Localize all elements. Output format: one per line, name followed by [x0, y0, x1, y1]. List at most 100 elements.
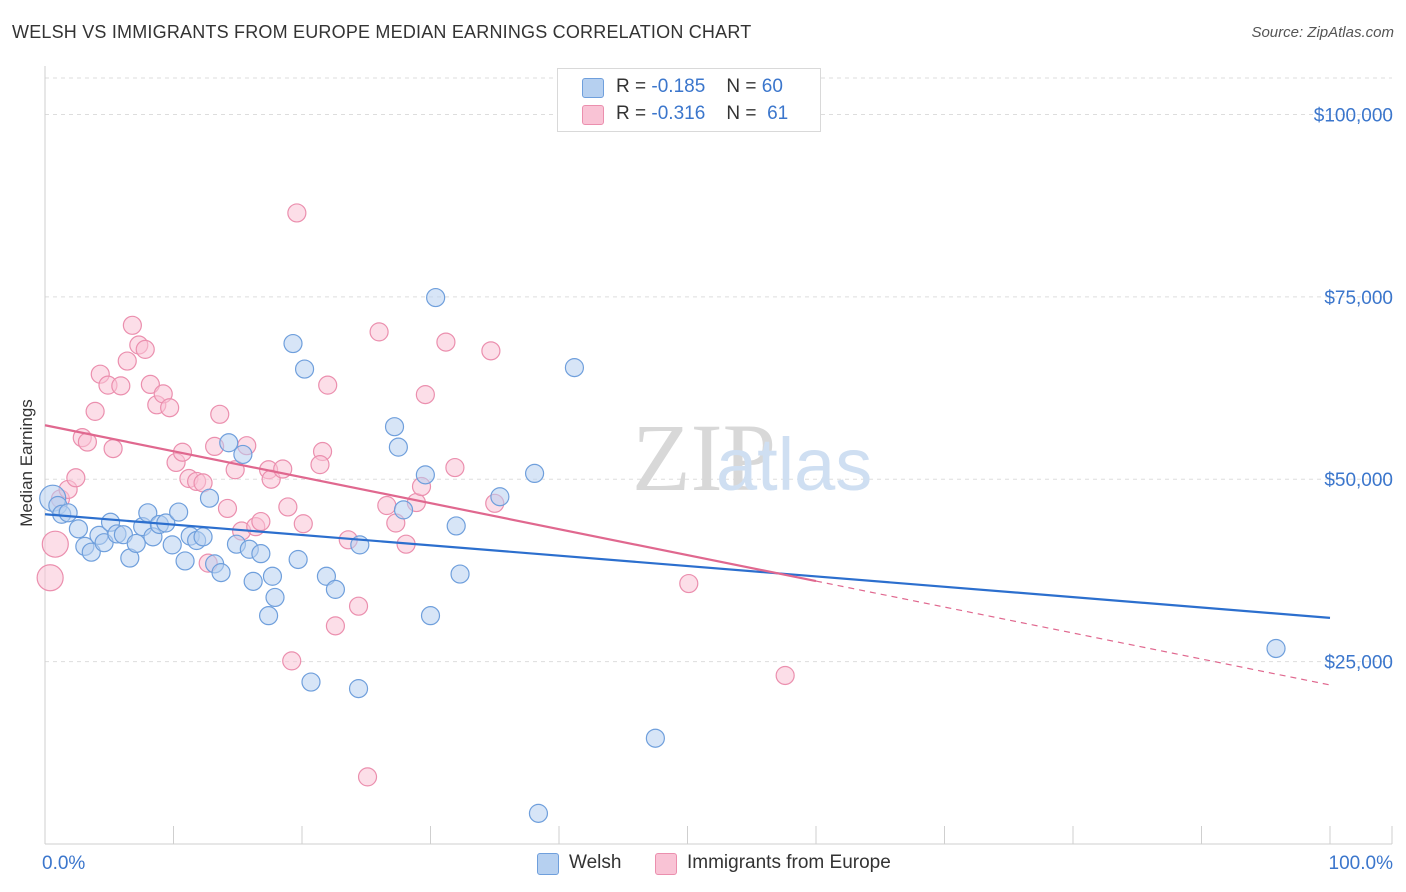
x-tick-labels: 0.0% 100.0%	[42, 853, 1393, 874]
welsh-point	[169, 502, 189, 522]
imm-point	[251, 511, 271, 532]
welsh-point	[126, 533, 146, 554]
bottom-welsh-label: Welsh	[569, 852, 622, 873]
immigrants-trend-line	[44, 424, 817, 583]
y-tick-label-0: $25,000	[1324, 653, 1393, 674]
bottom-welsh-swatch	[537, 853, 559, 875]
x-tick-label-end: 100.0%	[1329, 853, 1394, 874]
welsh-point	[393, 500, 414, 520]
imm-point	[135, 339, 155, 359]
imm-point	[293, 514, 313, 534]
welsh-point	[415, 465, 435, 485]
welsh-point	[294, 359, 315, 379]
imm-point	[85, 401, 105, 421]
imm-point	[357, 767, 378, 787]
welsh-point	[1266, 638, 1286, 659]
immigrants-n-value: 61	[767, 103, 789, 124]
immigrants-swatch	[582, 105, 604, 125]
welsh-point	[258, 606, 279, 626]
imm-point	[103, 438, 123, 459]
imm-point	[287, 203, 307, 223]
welsh-point	[199, 488, 220, 508]
welsh-trend-line	[44, 513, 1331, 619]
welsh-point	[219, 433, 239, 453]
source-credit: Source: ZipAtlas.com	[1251, 24, 1394, 41]
welsh-point	[68, 519, 89, 539]
welsh-point	[301, 672, 321, 692]
y-tick-label-2: $75,000	[1324, 288, 1393, 309]
trend-lines	[44, 424, 1331, 686]
imm-point	[481, 341, 501, 361]
welsh-point	[645, 728, 665, 748]
welsh-point	[265, 587, 285, 608]
welsh-point	[388, 437, 408, 457]
welsh-point	[162, 535, 182, 555]
welsh-n-label: N =	[726, 76, 757, 97]
x-tick-label-start: 0.0%	[42, 853, 85, 874]
imm-point	[310, 455, 330, 475]
welsh-swatch	[582, 78, 604, 98]
imm-point	[369, 322, 389, 342]
welsh-points	[39, 287, 1286, 823]
welsh-point	[420, 606, 441, 626]
welsh-n-value: 60	[761, 76, 783, 97]
chart-title: WELSH VS IMMIGRANTS FROM EUROPE MEDIAN E…	[12, 22, 752, 42]
welsh-point	[243, 571, 263, 591]
watermark-zip: ZIP	[632, 404, 776, 511]
imm-point	[36, 564, 64, 592]
welsh-point	[58, 503, 78, 523]
welsh-point	[490, 487, 510, 507]
imm-point	[217, 498, 238, 519]
imm-point	[210, 404, 230, 424]
imm-point	[282, 651, 302, 671]
welsh-point	[426, 287, 446, 308]
welsh-point	[384, 417, 405, 437]
y-tick-label-1: $50,000	[1324, 470, 1393, 491]
imm-point	[140, 374, 160, 394]
imm-point	[111, 376, 131, 396]
imm-point	[445, 457, 465, 478]
imm-point	[278, 497, 298, 517]
welsh-point	[175, 551, 195, 571]
welsh-point	[251, 544, 271, 564]
y-tick-label-3: $100,000	[1314, 105, 1393, 126]
welsh-r-value: -0.185	[651, 76, 706, 97]
y-axis-label: Median Earnings	[17, 399, 36, 527]
welsh-point	[211, 563, 231, 583]
bottom-immigrants-swatch	[655, 853, 677, 875]
welsh-point	[528, 803, 549, 823]
imm-point	[679, 573, 699, 594]
imm-point	[436, 332, 456, 352]
welsh-point	[450, 564, 470, 584]
welsh-r-label: R =	[616, 76, 647, 97]
welsh-point	[564, 358, 585, 378]
imm-point	[415, 385, 435, 405]
imm-point	[122, 315, 142, 335]
welsh-point	[446, 516, 466, 536]
imm-point	[325, 616, 346, 636]
y-tick-labels: $25,000 $50,000 $75,000 $100,000	[1314, 105, 1393, 673]
imm-point	[66, 468, 86, 488]
welsh-point	[233, 444, 253, 465]
welsh-point	[325, 579, 346, 599]
welsh-point	[316, 566, 337, 586]
welsh-point	[262, 566, 283, 586]
immigrants-n-label: N =	[726, 103, 757, 124]
imm-point	[377, 495, 397, 516]
welsh-point	[524, 463, 545, 484]
watermark: ZIP atlas	[632, 404, 872, 511]
immigrants-r-value: -0.316	[651, 103, 706, 124]
welsh-point	[81, 542, 101, 562]
imm-point	[348, 596, 369, 616]
imm-point	[117, 351, 137, 371]
correlation-legend: R = -0.185 N = 60 R = -0.316 N = 61	[557, 68, 821, 132]
welsh-point	[348, 679, 369, 699]
axes	[44, 66, 1393, 845]
welsh-point	[193, 527, 213, 547]
welsh-point	[283, 333, 303, 354]
imm-point	[160, 398, 180, 418]
welsh-point	[288, 549, 308, 570]
imm-point	[775, 665, 795, 686]
watermark-atlas: atlas	[716, 423, 872, 506]
